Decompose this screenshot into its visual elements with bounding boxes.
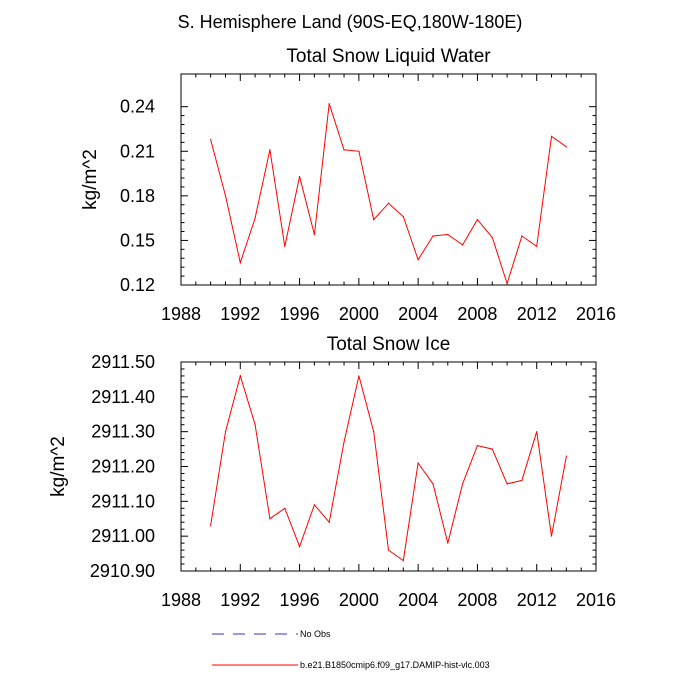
data-point bbox=[313, 233, 315, 236]
plot-frame-snow-ice bbox=[180, 361, 597, 572]
x-tick-label: 2008 bbox=[457, 590, 497, 610]
data-point bbox=[521, 479, 523, 482]
data-point bbox=[491, 236, 493, 239]
y-tick-label: 2910.90 bbox=[90, 561, 155, 581]
data-point bbox=[550, 135, 553, 138]
data-point bbox=[254, 424, 256, 426]
data-point bbox=[343, 149, 345, 151]
y-tick-label: 0.21 bbox=[120, 141, 155, 161]
x-tick-label: 2016 bbox=[576, 304, 616, 324]
data-point bbox=[224, 195, 227, 197]
x-tick-label: 1996 bbox=[280, 590, 320, 610]
data-point bbox=[269, 149, 271, 151]
data-point bbox=[432, 235, 434, 237]
data-point bbox=[358, 375, 360, 377]
data-point bbox=[402, 559, 404, 562]
x-tick-label: 1988 bbox=[161, 304, 201, 324]
y-tick-label: 2911.20 bbox=[91, 457, 155, 477]
y-tick-label: 2911.00 bbox=[91, 526, 155, 546]
panel-snow-liquid-water: Total Snow Liquid Water 1988 1992 1996 2000 2… bbox=[80, 46, 616, 324]
data-point bbox=[565, 146, 567, 148]
x-tick-label: 2004 bbox=[398, 590, 438, 610]
y-tick-label: 2911.30 bbox=[91, 422, 155, 442]
data-point bbox=[536, 431, 538, 433]
x-tick-label: 1992 bbox=[220, 304, 260, 324]
data-point bbox=[447, 542, 449, 544]
series-line-snow-ice bbox=[210, 374, 567, 562]
data-point bbox=[358, 150, 360, 152]
y-tick-label: 0.24 bbox=[120, 97, 155, 117]
data-point bbox=[402, 216, 404, 218]
data-point bbox=[447, 233, 449, 236]
data-point bbox=[506, 483, 508, 485]
x-tick-label: 2000 bbox=[339, 590, 379, 610]
data-point bbox=[269, 518, 271, 520]
data-point bbox=[550, 535, 553, 537]
data-point bbox=[298, 175, 301, 178]
data-point bbox=[239, 262, 241, 264]
data-point bbox=[536, 245, 538, 247]
x-tick-label: 2012 bbox=[517, 304, 557, 324]
y-tick-label: 0.15 bbox=[120, 230, 155, 250]
x-tick-label: 2016 bbox=[576, 590, 616, 610]
data-point bbox=[328, 521, 330, 523]
data-point bbox=[476, 219, 479, 221]
data-point bbox=[491, 448, 493, 450]
y-tick-label: 2911.10 bbox=[91, 491, 155, 511]
data-point bbox=[417, 462, 419, 464]
x-tick-label: 1992 bbox=[220, 590, 260, 610]
figure-title: S. Hemisphere Land (90S-EQ,180W-180E) bbox=[178, 12, 523, 32]
data-point bbox=[387, 202, 390, 204]
data-point bbox=[521, 235, 523, 237]
y-tick-label: 2911.50 bbox=[91, 352, 155, 372]
data-point bbox=[254, 217, 256, 219]
data-point bbox=[298, 546, 301, 548]
x-tick-label: 2000 bbox=[339, 304, 379, 324]
data-point bbox=[506, 282, 508, 285]
data-point bbox=[343, 441, 345, 443]
data-point bbox=[210, 138, 212, 140]
x-tick-label: 2004 bbox=[398, 304, 438, 324]
x-tick-label: 2008 bbox=[457, 304, 497, 324]
y-tick-label: 0.12 bbox=[120, 275, 155, 295]
legend-label-model: b.e21.B1850cmip6.f09_g17.DAMIP-hist-vlc.… bbox=[300, 660, 490, 670]
y-tick-label: 2911.40 bbox=[91, 387, 155, 407]
x-tick-label: 1988 bbox=[161, 590, 201, 610]
chart-title-snow-ice: Total Snow Ice bbox=[327, 334, 451, 355]
legend-label-no-obs: No Obs bbox=[300, 629, 331, 639]
data-point bbox=[328, 103, 330, 105]
panel-snow-ice: Total Snow Ice 1988 1992 1996 2000 2004 2008 20… bbox=[48, 334, 616, 610]
y-axis-label-liquid-water: kg/m^2 bbox=[80, 149, 101, 210]
data-point bbox=[210, 525, 212, 527]
legend: No Obs b.e21.B1850cmip6.f09_g17.DAMIP-hi… bbox=[212, 629, 490, 670]
y-axis-label-snow-ice: kg/m^2 bbox=[48, 436, 69, 497]
chart-title-liquid-water: Total Snow Liquid Water bbox=[286, 46, 491, 67]
data-point bbox=[565, 455, 567, 457]
data-point bbox=[462, 244, 464, 246]
data-point bbox=[476, 445, 479, 447]
data-point bbox=[417, 259, 419, 261]
data-point bbox=[224, 431, 227, 433]
data-point bbox=[387, 549, 390, 551]
data-point bbox=[284, 245, 286, 247]
y-tick-label: 0.18 bbox=[120, 186, 155, 206]
data-point bbox=[373, 219, 375, 221]
data-point bbox=[313, 504, 315, 506]
data-point bbox=[432, 483, 434, 485]
x-tick-label: 2012 bbox=[517, 590, 557, 610]
data-point bbox=[239, 375, 241, 377]
data-point bbox=[284, 507, 286, 509]
x-tick-label: 1996 bbox=[280, 304, 320, 324]
data-point bbox=[373, 431, 375, 433]
series-line-liquid-water bbox=[210, 103, 567, 286]
data-point bbox=[462, 483, 464, 485]
